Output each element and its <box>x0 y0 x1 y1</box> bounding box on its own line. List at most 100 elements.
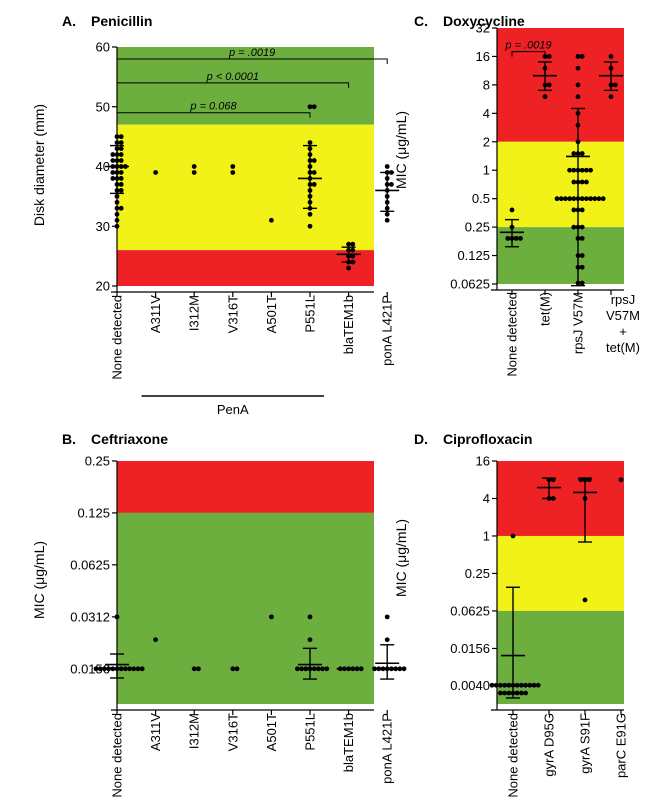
data-point <box>571 151 577 156</box>
data-point <box>311 158 317 163</box>
data-point <box>299 666 304 672</box>
data-point <box>498 682 503 688</box>
data-point <box>346 241 351 247</box>
x-tick-label: gyrA S91F <box>578 713 593 774</box>
data-point <box>153 170 159 175</box>
data-point <box>575 82 581 88</box>
x-tick-label: P551L <box>303 295 318 333</box>
data-point <box>311 104 317 110</box>
y-tick-label: 32 <box>476 21 490 36</box>
data-point <box>139 666 145 672</box>
data-point <box>579 253 585 258</box>
data-point <box>131 666 137 672</box>
data-point <box>110 666 116 672</box>
p-value-bracket <box>511 51 546 57</box>
y-tick-label: 0.25 <box>465 220 490 235</box>
x-tick-label: A311V <box>148 295 163 333</box>
data-point <box>307 140 313 146</box>
panel-title: Ciprofloxacin <box>443 431 532 447</box>
data-point <box>118 140 124 146</box>
data-point <box>311 182 317 187</box>
data-point <box>303 666 309 672</box>
data-point <box>523 682 528 688</box>
y-tick-label: 0.0625 <box>450 277 490 292</box>
data-point <box>230 666 236 672</box>
data-point <box>579 179 585 185</box>
panel-ciprofloxacin: 0.0040 0.0156 0.0625 0.25 1 4 16 None detected g… <box>393 431 629 798</box>
data-point <box>389 666 394 672</box>
data-point <box>123 666 128 672</box>
y-tick-label: 0.0625 <box>70 557 110 572</box>
data-point <box>588 196 593 202</box>
data-point <box>230 170 236 175</box>
data-point <box>502 682 507 688</box>
data-point <box>546 54 552 59</box>
p-value-label: p = .0019 <box>228 47 275 59</box>
data-point <box>114 140 120 146</box>
x-tick-label: I312M <box>187 295 202 331</box>
band-green <box>117 47 374 125</box>
data-point <box>324 666 330 672</box>
data-point <box>346 265 351 271</box>
data-point <box>558 196 564 202</box>
data-point <box>118 188 124 193</box>
y-tick-label: 4 <box>483 491 490 506</box>
y-axis-label: MIC (μg/mL) <box>31 541 47 619</box>
y-tick-label: 50 <box>96 99 110 114</box>
data-point <box>579 196 585 202</box>
band-green <box>497 610 624 704</box>
x-tick-label: P551L <box>303 713 318 751</box>
x-tick-label: gyrA D95G <box>542 713 557 777</box>
band-red <box>117 461 374 513</box>
data-point <box>554 196 560 202</box>
data-point <box>110 158 116 163</box>
p-value-bracket <box>116 58 388 64</box>
y-tick-label: 60 <box>96 40 110 55</box>
data-point <box>393 666 398 672</box>
panel-letter: D. <box>414 431 428 447</box>
panel-letter: C. <box>414 13 428 29</box>
data-point <box>307 211 313 217</box>
panel-penicillin: 20 30 40 50 60 None detected A311V I312M V316T A5… <box>31 13 400 417</box>
data-point <box>592 196 598 202</box>
data-point <box>384 614 390 620</box>
data-point <box>535 682 541 688</box>
data-point <box>531 682 537 688</box>
data-point <box>118 146 124 151</box>
data-point <box>191 666 197 672</box>
data-point <box>571 167 577 173</box>
band-yellow <box>497 141 624 228</box>
data-point <box>311 170 317 175</box>
data-point <box>571 224 577 230</box>
data-point <box>588 167 593 173</box>
data-point <box>230 164 236 169</box>
data-point <box>506 690 512 696</box>
band-yellow <box>497 535 624 611</box>
y-tick-label: 20 <box>96 279 110 294</box>
x-tick-label: ponA L421P <box>380 713 395 784</box>
data-point <box>584 196 589 202</box>
data-point <box>567 196 572 202</box>
data-point <box>513 235 519 241</box>
data-point <box>502 690 507 696</box>
data-point <box>307 104 313 110</box>
data-point <box>307 223 313 229</box>
data-point <box>269 217 274 223</box>
data-point <box>579 224 585 230</box>
x-tick-label: I312M <box>187 713 202 749</box>
data-point <box>575 54 581 59</box>
data-point <box>612 82 618 88</box>
data-point <box>510 533 516 539</box>
band-green <box>497 227 624 284</box>
data-point <box>118 205 124 211</box>
panel-title: Ceftriaxone <box>91 431 168 447</box>
data-point <box>93 666 99 672</box>
data-point <box>493 682 499 688</box>
data-point <box>518 235 523 241</box>
panel-ceftriaxone: 0.0156 0.0312 0.0625 0.125 0.25 None detected… <box>31 431 407 798</box>
y-tick-label: 0.25 <box>465 566 490 581</box>
data-point <box>118 170 124 175</box>
y-tick-label: 16 <box>476 49 490 64</box>
data-point <box>506 682 512 688</box>
